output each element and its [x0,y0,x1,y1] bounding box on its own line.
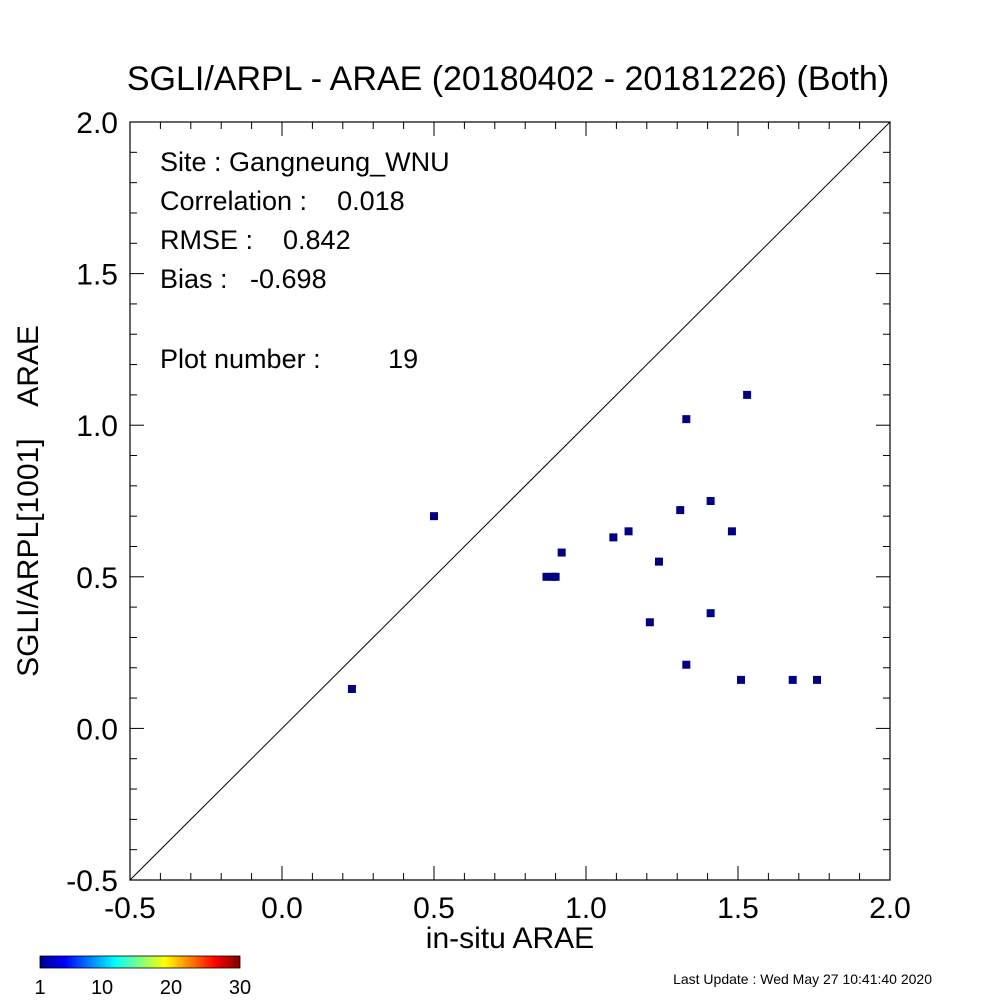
colorbar-tick-label: 1 [34,977,45,999]
data-point [557,548,566,557]
plot-frame [129,121,891,881]
last-update-text: Last Update : Wed May 27 10:41:40 2020 [673,971,932,987]
x-tick-label: 1.5 [717,892,759,925]
y-tick-labels: -0.5 0.0 0.5 1.0 1.5 2.0 [66,107,118,898]
stats-bias: Bias : -0.698 [160,264,327,294]
data-point [706,497,715,505]
colorbar-tick-label: 10 [91,977,113,999]
y-tick-label: 0.0 [76,713,118,746]
x-tick-label: 0.5 [413,892,455,925]
plot-area [129,121,891,881]
data-point [654,557,663,566]
data-point [706,609,715,618]
stats-site: Site : Gangneung_WNU [160,147,450,177]
x-tick-label: -0.5 [104,892,156,925]
data-point [645,618,654,627]
data-point [347,684,356,693]
y-tick-label: 1.5 [76,259,118,292]
data-points [347,390,822,693]
data-point [682,660,691,669]
data-point [682,415,691,424]
stats-correlation: Correlation : 0.018 [160,186,405,216]
x-tick-labels: -0.5 0.0 0.5 1.0 1.5 2.0 [104,892,911,925]
y-tick-label: 0.5 [76,562,118,595]
data-point [551,572,560,581]
data-point [430,512,438,521]
stats-rmse: RMSE : 0.842 [160,225,351,255]
colorbar-gradient [39,955,241,969]
data-point [609,533,618,542]
data-point [624,527,633,536]
y-tick-label: 2.0 [76,107,118,140]
colorbar-tick-label: 20 [160,977,182,999]
stats-box: Site : Gangneung_WNU Correlation : 0.018… [160,147,450,374]
data-point [788,675,797,684]
y-tick-label: -0.5 [66,865,118,898]
colorbar-tick-labels: 1 10 20 30 [34,977,251,999]
axis-ticks [129,121,891,881]
data-point [676,506,685,515]
y-axis-label: SGLI/ARPL[1001] ARAE [12,325,45,677]
data-point [727,527,736,536]
data-point [737,675,746,684]
data-point [743,390,752,399]
stats-plot-number: Plot number : 19 [160,344,418,374]
chart-title: SGLI/ARPL - ARAE (20180402 - 20181226) (… [127,60,889,98]
y-tick-label: 1.0 [76,410,118,443]
data-point [813,675,822,684]
one-to-one-line [129,121,891,881]
colorbar: 1 10 20 30 [34,955,251,999]
data-point [542,572,551,581]
x-axis-label: in-situ ARAE [426,922,594,955]
x-tick-label: 1.0 [565,892,607,925]
colorbar-tick-label: 30 [229,977,251,999]
x-tick-label: 0.0 [261,892,303,925]
x-tick-label: 2.0 [869,892,911,925]
